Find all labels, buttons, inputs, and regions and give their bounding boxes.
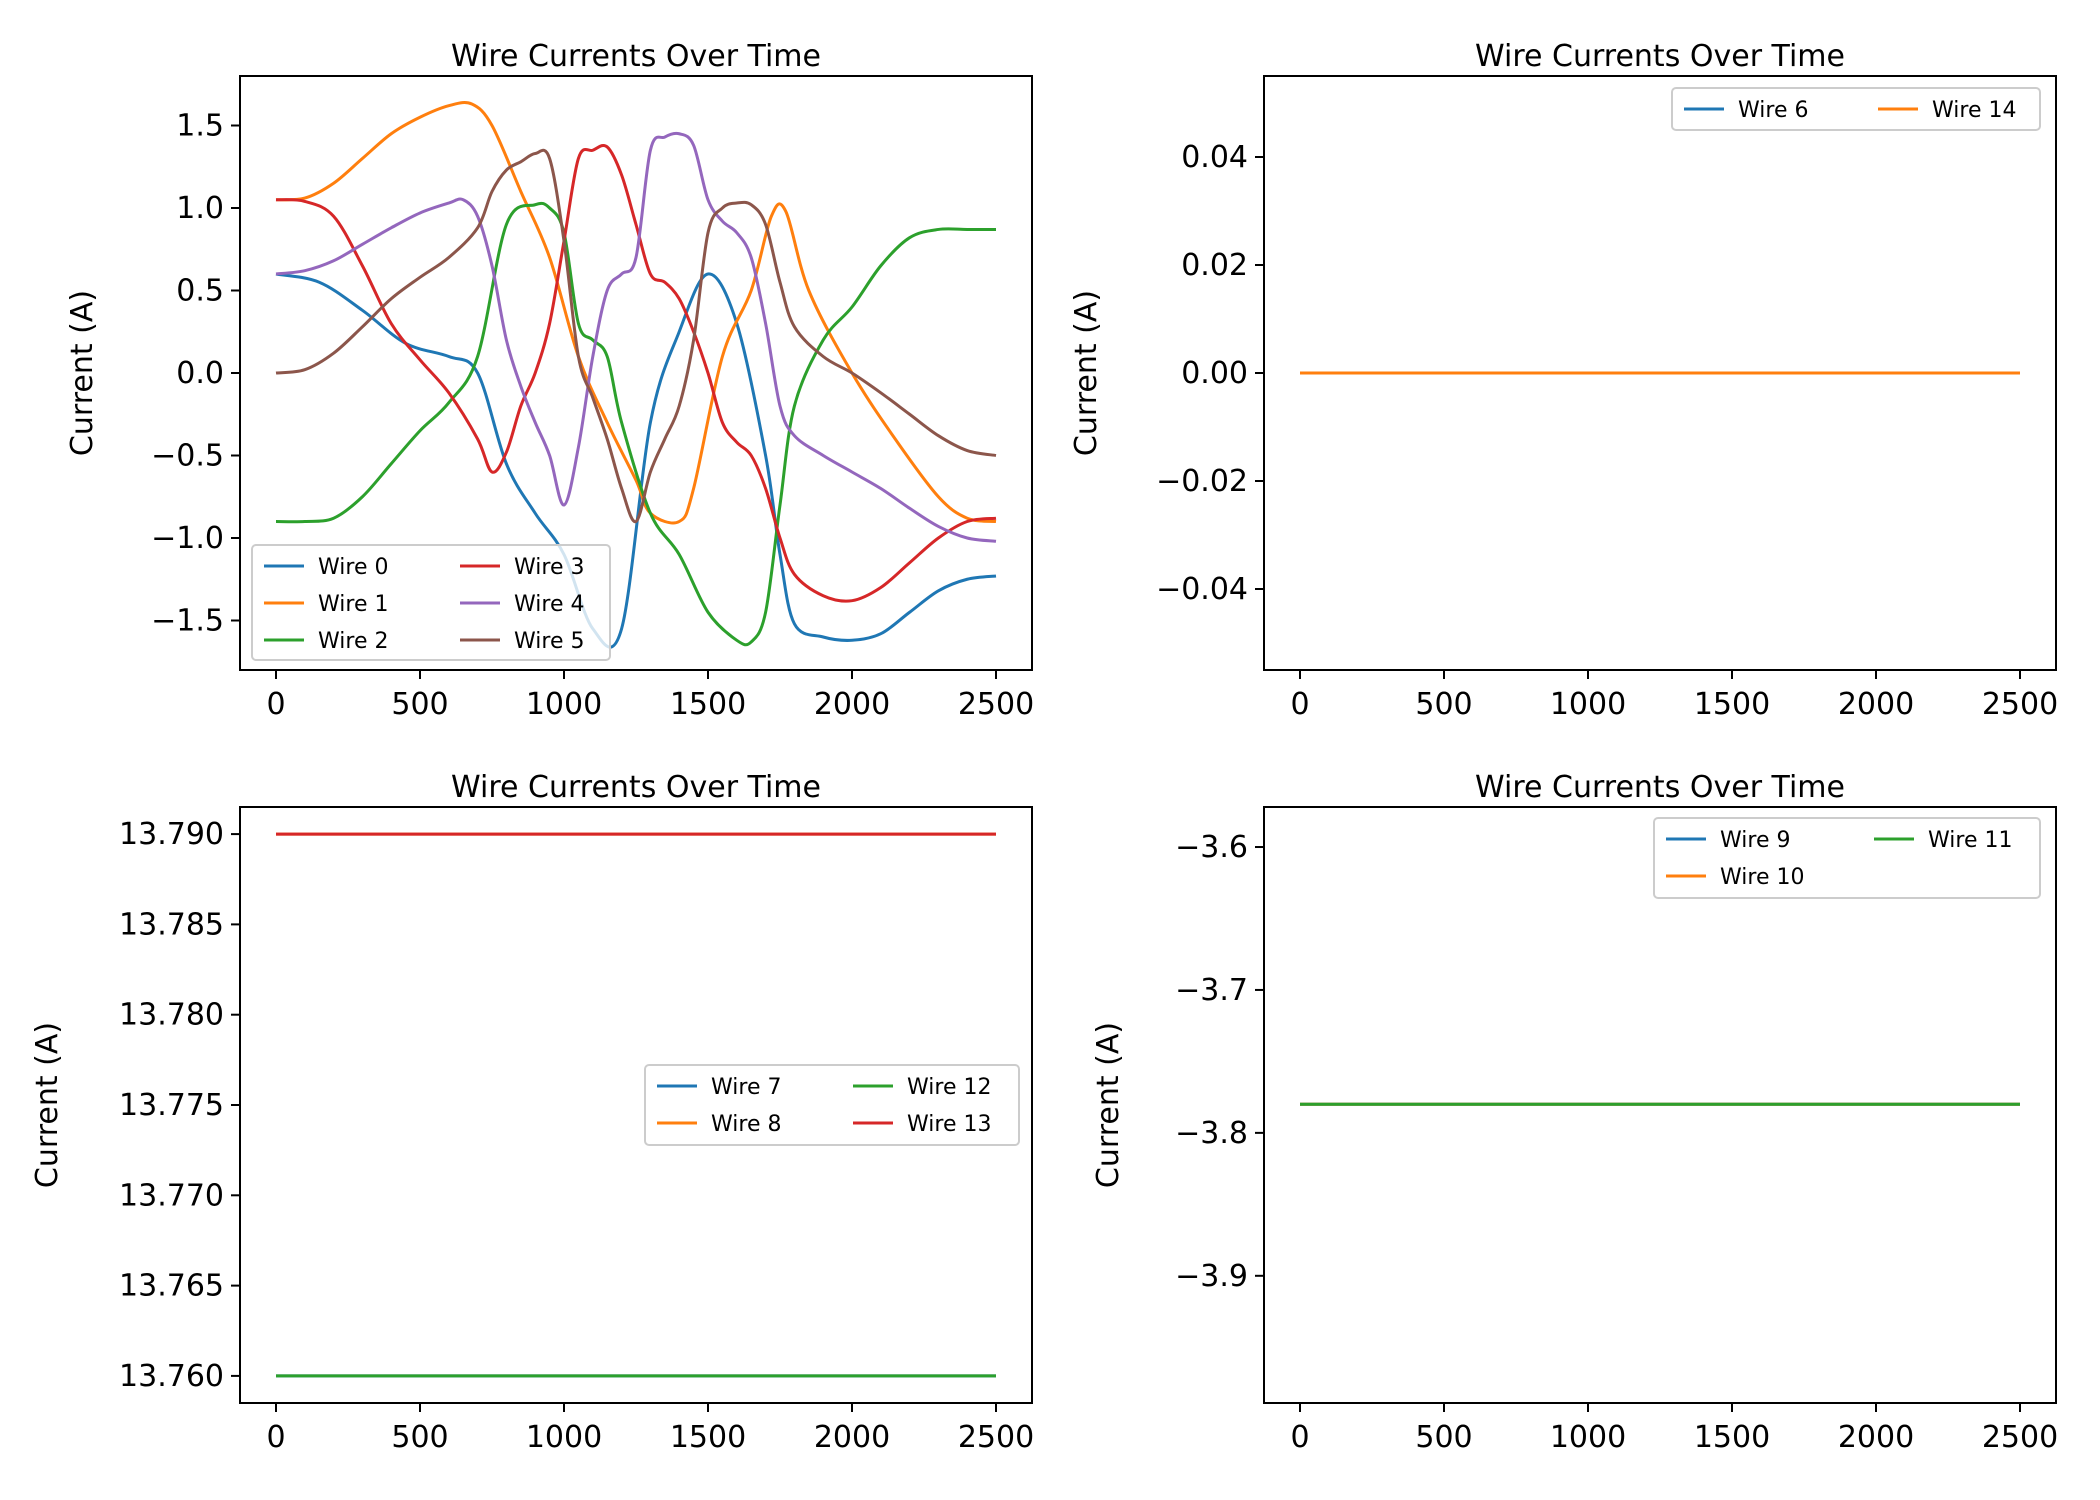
x-tick-label: 2000 [814, 687, 890, 722]
y-tick-label: −0.04 [1156, 572, 1248, 607]
x-tick-label: 2000 [1838, 687, 1914, 722]
x-tick-label: 500 [391, 687, 448, 722]
series-line-wire-3 [275, 143, 997, 603]
chart-title: Wire Currents Over Time [1475, 39, 1845, 74]
x-tick-label: 0 [1290, 687, 1309, 722]
y-tick-label: −3.6 [1175, 830, 1248, 865]
y-tick-label: −0.02 [1156, 464, 1248, 499]
legend: Wire 9 Wire 10 Wire 11 [1653, 817, 2041, 899]
y-tick-label: 0.00 [1181, 356, 1248, 391]
legend-frame [1671, 87, 2041, 131]
series-line-wire-0 [275, 272, 997, 649]
x-tick-label: 1500 [670, 1420, 746, 1455]
y-tick-label: 0.02 [1181, 248, 1248, 283]
legend-entry-label: Wire 8 [711, 1112, 781, 1137]
y-axis-label: Current (A) [1091, 1022, 1126, 1188]
y-tick-label: 1.5 [176, 109, 224, 144]
x-tick-label: 2500 [958, 1420, 1034, 1455]
y-tick-label: 13.765 [119, 1269, 224, 1304]
legend: Wire 6 Wire 14 [1671, 87, 2041, 131]
x-tick-label: 500 [1415, 1420, 1472, 1455]
legend-entry-label: Wire 2 [318, 629, 388, 654]
subplot-3: Wire Currents Over Time Current (A) 0 500 10… [1091, 770, 2058, 1455]
y-tick-label: 0.0 [176, 356, 224, 391]
legend-entry-label: Wire 12 [907, 1075, 991, 1100]
y-tick-label: 13.770 [119, 1178, 224, 1213]
x-tick-label: 2000 [814, 1420, 890, 1455]
legend-entry-label: Wire 4 [514, 592, 584, 617]
x-tick-label: 0 [266, 1420, 285, 1455]
legend: Wire 7 Wire 8 Wire 12 Wire 13 [644, 1064, 1020, 1146]
chart-title: Wire Currents Over Time [1475, 770, 1845, 805]
legend-entry-label: Wire 9 [1720, 828, 1790, 853]
x-tick-label: 1500 [1694, 1420, 1770, 1455]
x-tick-label: 1000 [526, 687, 602, 722]
axes-frame [1263, 806, 2057, 1404]
legend-entry-label: Wire 13 [907, 1112, 991, 1137]
x-tick-label: 2500 [958, 687, 1034, 722]
y-tick-label: 0.5 [176, 274, 224, 309]
x-tick-label: 0 [1290, 1420, 1309, 1455]
legend-entry-label: Wire 7 [711, 1075, 781, 1100]
legend: Wire 0 Wire 1 Wire 2 Wire 3 Wire 4 Wire 5 [251, 544, 611, 661]
series-line-wire-4 [275, 131, 997, 543]
y-tick-label: −1.0 [151, 521, 224, 556]
x-tick-label: 1000 [526, 1420, 602, 1455]
series-line-wire-1 [275, 101, 997, 525]
y-tick-label: −1.5 [151, 604, 224, 639]
y-axis-label: Current (A) [1069, 290, 1104, 456]
subplot-1: Wire Currents Over Time Current (A) 0 500 10… [1069, 39, 2058, 722]
y-tick-label: 13.775 [119, 1088, 224, 1123]
x-tick-label: 2500 [1982, 1420, 2058, 1455]
legend-frame [1653, 817, 2041, 899]
chart-title: Wire Currents Over Time [451, 39, 821, 74]
y-tick-label: −3.8 [1175, 1116, 1248, 1151]
y-axis-label: Current (A) [65, 290, 100, 456]
legend-entry-label: Wire 11 [1928, 828, 2012, 853]
legend-entry-label: Wire 0 [318, 555, 388, 580]
y-tick-label: 0.04 [1181, 140, 1248, 175]
legend-entry-label: Wire 3 [514, 555, 584, 580]
x-tick-label: 2500 [1982, 687, 2058, 722]
y-axis-label: Current (A) [30, 1022, 65, 1188]
chart-title: Wire Currents Over Time [451, 770, 821, 805]
legend-entry-label: Wire 6 [1738, 98, 1808, 123]
y-tick-label: 1.0 [176, 191, 224, 226]
legend-frame [644, 1064, 1020, 1146]
x-tick-label: 1500 [1694, 687, 1770, 722]
series-lines [275, 101, 997, 649]
y-tick-label: 13.760 [119, 1359, 224, 1394]
y-tick-label: 13.780 [119, 998, 224, 1033]
y-tick-label: −3.9 [1175, 1259, 1248, 1294]
x-tick-label: 500 [391, 1420, 448, 1455]
legend-entry-label: Wire 10 [1720, 865, 1804, 890]
subplot-2: Wire Currents Over Time Current (A) 0 500 10… [30, 770, 1034, 1455]
y-tick-label: −0.5 [151, 439, 224, 474]
y-tick-label: 13.785 [119, 907, 224, 942]
x-tick-label: 0 [266, 687, 285, 722]
legend-entry-label: Wire 5 [514, 629, 584, 654]
legend-frame [251, 544, 611, 661]
x-tick-label: 2000 [1838, 1420, 1914, 1455]
series-line-wire-5 [275, 148, 997, 524]
x-tick-label: 500 [1415, 687, 1472, 722]
legend-entry-label: Wire 14 [1932, 98, 2016, 123]
y-tick-label: −3.7 [1175, 973, 1248, 1008]
x-tick-label: 1500 [670, 687, 746, 722]
series-lines [276, 832, 996, 1378]
x-tick-label: 1000 [1550, 687, 1626, 722]
x-tick-label: 1000 [1550, 1420, 1626, 1455]
subplot-0: Wire Currents Over Time Current (A) 0 500 10… [65, 39, 1034, 722]
legend-entry-label: Wire 1 [318, 592, 388, 617]
series-line-wire-2 [275, 201, 996, 647]
y-tick-label: 13.790 [119, 817, 224, 852]
